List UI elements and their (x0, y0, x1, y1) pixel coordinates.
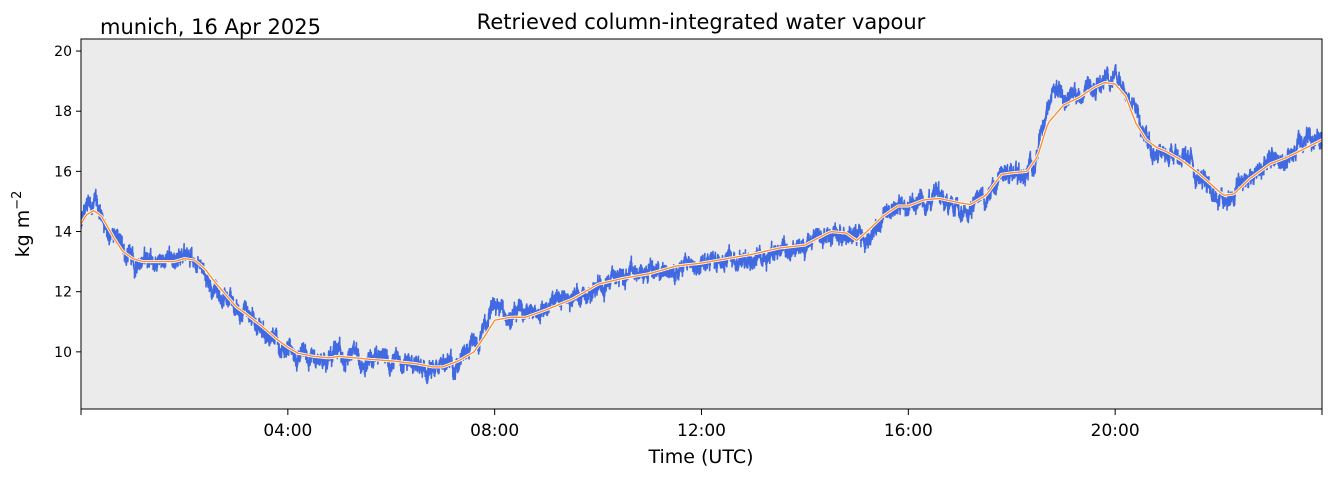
x-tick-label: 04:00 (263, 421, 312, 441)
y-tick-label: 10 (54, 345, 72, 361)
y-tick-label: 18 (54, 104, 72, 120)
x-tick-label: 12:00 (677, 421, 726, 441)
y-axis-label: kg m−2 (10, 191, 34, 258)
x-axis-label: Time (UTC) (647, 446, 753, 468)
plot-area (81, 39, 1322, 409)
x-tick-label: 20:00 (1091, 421, 1140, 441)
y-tick-label: 16 (54, 164, 72, 180)
y-tick-label: 20 (54, 44, 72, 60)
chart-subtitle: munich, 16 Apr 2025 (100, 15, 321, 39)
series-layer (81, 63, 1322, 385)
y-tick-label: 14 (54, 225, 72, 241)
series-smoothed-line (81, 81, 1322, 368)
x-tick-label: 16:00 (884, 421, 933, 441)
chart-title: Retrieved column-integrated water vapour (477, 10, 926, 34)
x-axis: 04:00 08:00 12:00 16:00 20:00 (80, 409, 1323, 441)
x-tick-label: 08:00 (470, 421, 519, 441)
y-tick-label: 12 (54, 285, 72, 301)
y-axis: 10 12 14 16 18 20 (54, 44, 81, 361)
